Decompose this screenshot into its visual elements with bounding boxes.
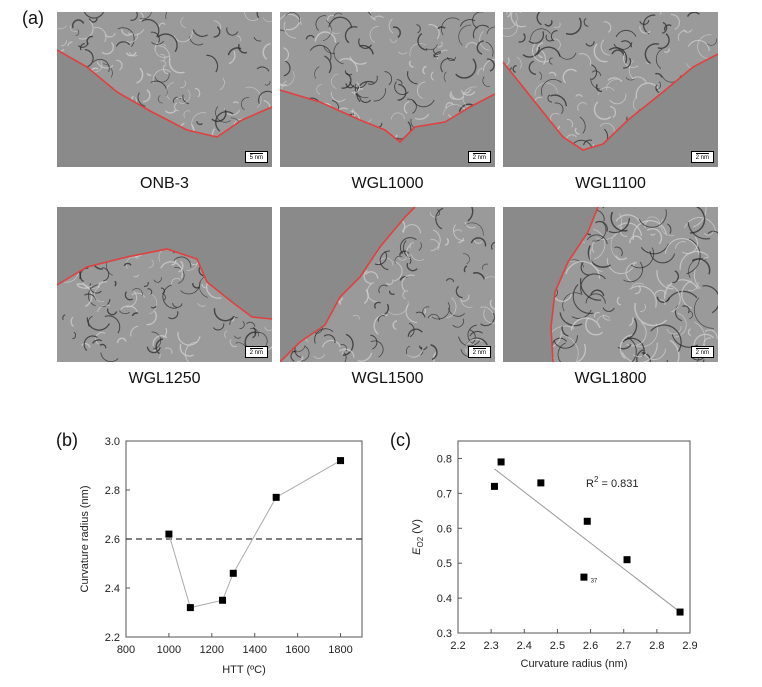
curvature-vs-htt-chart: 800 1000 1200 1400 1600 1800 2.2 2.4 2.6 2.8 3.0 HT…	[79, 436, 363, 676]
y-tick-label: 2.6	[105, 534, 120, 546]
y-tick-label: 3.0	[105, 436, 120, 448]
x-tick-label: 1600	[285, 644, 309, 656]
tem-caption: WGL1250	[128, 370, 201, 387]
series-line	[168, 460, 341, 609]
tem-micrograph	[280, 207, 495, 362]
y-tick-label: 2.4	[105, 583, 120, 595]
x-tick-label: 2.9	[682, 640, 697, 652]
tem-image-onb-3: 5 nm	[57, 12, 272, 167]
edge-outline	[57, 248, 272, 320]
data-point	[676, 608, 684, 616]
tem-micrograph	[503, 12, 718, 167]
data-point	[337, 457, 345, 465]
data-point	[583, 517, 591, 525]
data-point	[186, 604, 194, 612]
edge-outline	[280, 89, 495, 144]
y-tick-label: 0.6	[437, 523, 452, 535]
small-label: 37	[591, 578, 598, 584]
scale-bar: 2 nm	[467, 346, 491, 358]
x-tick-label: 2.6	[583, 640, 598, 652]
y-axis-label: EO2 (V)	[411, 519, 425, 555]
tem-caption: ONB-3	[140, 175, 189, 192]
x-tick-label: 2.4	[517, 640, 532, 652]
ylabel-sub: O2	[416, 536, 425, 547]
annotation-value: = 0.831	[598, 478, 638, 490]
data-point	[490, 482, 498, 490]
y-tick-label: 2.2	[105, 632, 120, 644]
y-tick-label: 2.8	[105, 485, 120, 497]
edge-outline	[280, 207, 416, 362]
y-tick-label: 0.8	[437, 453, 452, 465]
data-point	[165, 530, 173, 538]
x-tick-label: 2.7	[616, 640, 631, 652]
scale-bar: 5 nm	[244, 151, 268, 163]
tem-micrograph	[280, 12, 495, 167]
data-point	[623, 556, 631, 564]
panel-label-c: (c)	[390, 430, 411, 450]
tem-micrograph	[57, 12, 272, 167]
fit-line	[494, 468, 681, 613]
x-tick-label: 1800	[328, 644, 352, 656]
edge-outline	[57, 49, 272, 138]
data-point	[219, 596, 227, 604]
edge-outline	[503, 53, 718, 151]
tem-micrograph	[57, 207, 272, 362]
x-tick-label: 1000	[157, 644, 181, 656]
plot-frame	[457, 440, 691, 634]
data-point	[229, 569, 237, 577]
data-point	[272, 493, 280, 501]
annotation-sup: 2	[594, 475, 599, 484]
data-point	[497, 458, 505, 466]
data-point	[580, 573, 588, 581]
scale-bar: 2 nm	[690, 346, 714, 358]
x-tick-label: 2.3	[483, 640, 498, 652]
tem-caption: WGL1800	[574, 370, 647, 387]
x-axis-label: HTT (ºC)	[222, 664, 266, 676]
ylabel-unit: (V)	[411, 519, 423, 537]
y-tick-label: 0.7	[437, 488, 452, 500]
x-tick-label: 1200	[200, 644, 224, 656]
tem-caption: WGL1500	[351, 370, 424, 387]
ylabel-main: E	[411, 547, 423, 555]
data-point	[537, 479, 545, 487]
scale-bar: 2 nm	[690, 151, 714, 163]
r-squared-annotation: R2 = 0.831	[586, 475, 638, 490]
panel-label-b: (b)	[56, 430, 78, 450]
x-tick-label: 2.5	[550, 640, 565, 652]
y-axis-label: Curvature radius (nm)	[79, 486, 91, 593]
tem-image-wgl1500: 2 nm	[280, 207, 495, 362]
y-tick-label: 0.3	[437, 628, 452, 640]
edge-outline	[550, 207, 599, 362]
scale-bar: 2 nm	[467, 151, 491, 163]
tem-image-wgl1100: 2 nm	[503, 12, 718, 167]
tem-caption: WGL1100	[575, 175, 646, 192]
y-tick-label: 0.5	[437, 558, 452, 570]
eo2-vs-curvature-chart: 2.2 2.3 2.4 2.5 2.6 2.7 2.8 2.9 0.3 0.4 0.5 0.6 0.7 0…	[411, 440, 698, 670]
x-tick-label: 2.8	[649, 640, 664, 652]
x-axis-label: Curvature radius (nm)	[521, 658, 628, 670]
x-tick-label: 2.2	[450, 640, 465, 652]
annotation-r: R	[586, 478, 594, 490]
x-tick-label: 800	[117, 644, 135, 656]
y-tick-label: 0.4	[437, 593, 452, 605]
scale-bar: 2 nm	[244, 346, 268, 358]
tem-image-wgl1000: 2 nm	[280, 12, 495, 167]
panel-label-a: (a)	[22, 8, 44, 28]
tem-image-wgl1800: 2 nm	[503, 207, 718, 362]
tem-image-wgl1250: 2 nm	[57, 207, 272, 362]
x-tick-label: 1400	[242, 644, 266, 656]
tem-micrograph	[503, 207, 718, 362]
tem-caption: WGL1000	[351, 175, 424, 192]
